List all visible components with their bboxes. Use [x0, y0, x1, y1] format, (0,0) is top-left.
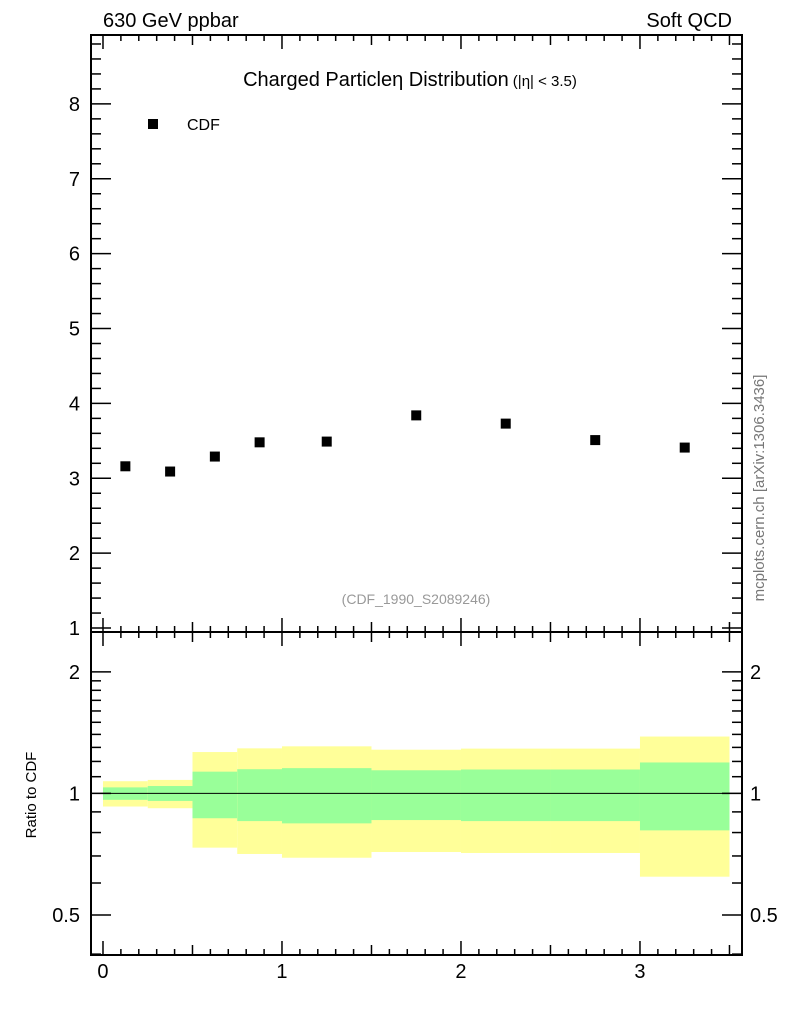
legend-label-cdf: CDF [187, 117, 220, 134]
data-point-cdf [120, 461, 131, 472]
y-tick-label-right: 0.5 [750, 905, 778, 927]
data-point-cdf [411, 410, 422, 421]
y-tick-label-left: 0.5 [52, 905, 80, 927]
header-right: Soft QCD [646, 10, 732, 32]
y-tick-label-right: 1 [750, 783, 761, 805]
data-point-cdf [209, 451, 220, 462]
analysis-label: (CDF_1990_S2089246) [342, 591, 491, 607]
y-tick-label: 3 [69, 468, 80, 490]
ratio-panel: 0 1 2 3 0.5 0.5 1 1 2 2 [52, 631, 778, 983]
inner-band-bin [639, 762, 730, 831]
inner-band-bin [460, 769, 551, 822]
ratio-ylabel: Ratio to CDF [23, 752, 40, 839]
main-panel: 1 2 3 4 5 6 7 8 [69, 34, 743, 640]
y-tick-label-left: 1 [69, 783, 80, 805]
inner-band-bin [237, 769, 282, 822]
inner-band-bin [281, 768, 372, 824]
y-tick-label-right: 2 [750, 662, 761, 684]
data-point-cdf [165, 466, 176, 477]
data-point-cdf [679, 442, 690, 453]
x-tick-label: 3 [634, 961, 645, 983]
y-tick-label: 7 [69, 169, 80, 191]
data-point-cdf [254, 437, 265, 448]
y-tick-label: 4 [69, 393, 80, 415]
y-tick-label: 1 [69, 618, 80, 640]
y-tick-label-left: 2 [69, 662, 80, 684]
header-left: 630 GeV ppbar [103, 10, 239, 32]
inner-band-bin [550, 769, 640, 822]
y-tick-label: 6 [69, 244, 80, 266]
y-tick-label: 2 [69, 543, 80, 565]
x-tick-label: 2 [455, 961, 466, 983]
x-tick-label: 1 [276, 961, 287, 983]
chart-title: Charged Particleη Distribution (|η| < 3.5… [243, 69, 577, 91]
data-point-cdf [321, 436, 332, 447]
inner-band-bin [192, 771, 238, 819]
y-tick-label: 8 [69, 94, 80, 116]
legend-marker-cdf [148, 119, 158, 129]
x-tick-label: 0 [97, 961, 108, 983]
y-tick-label: 5 [69, 319, 80, 341]
data-point-cdf [500, 418, 511, 429]
data-point-cdf [590, 435, 601, 446]
side-label: mcplots.cern.ch [arXiv:1306.3436] [751, 375, 768, 602]
inner-band-bin [371, 770, 461, 821]
